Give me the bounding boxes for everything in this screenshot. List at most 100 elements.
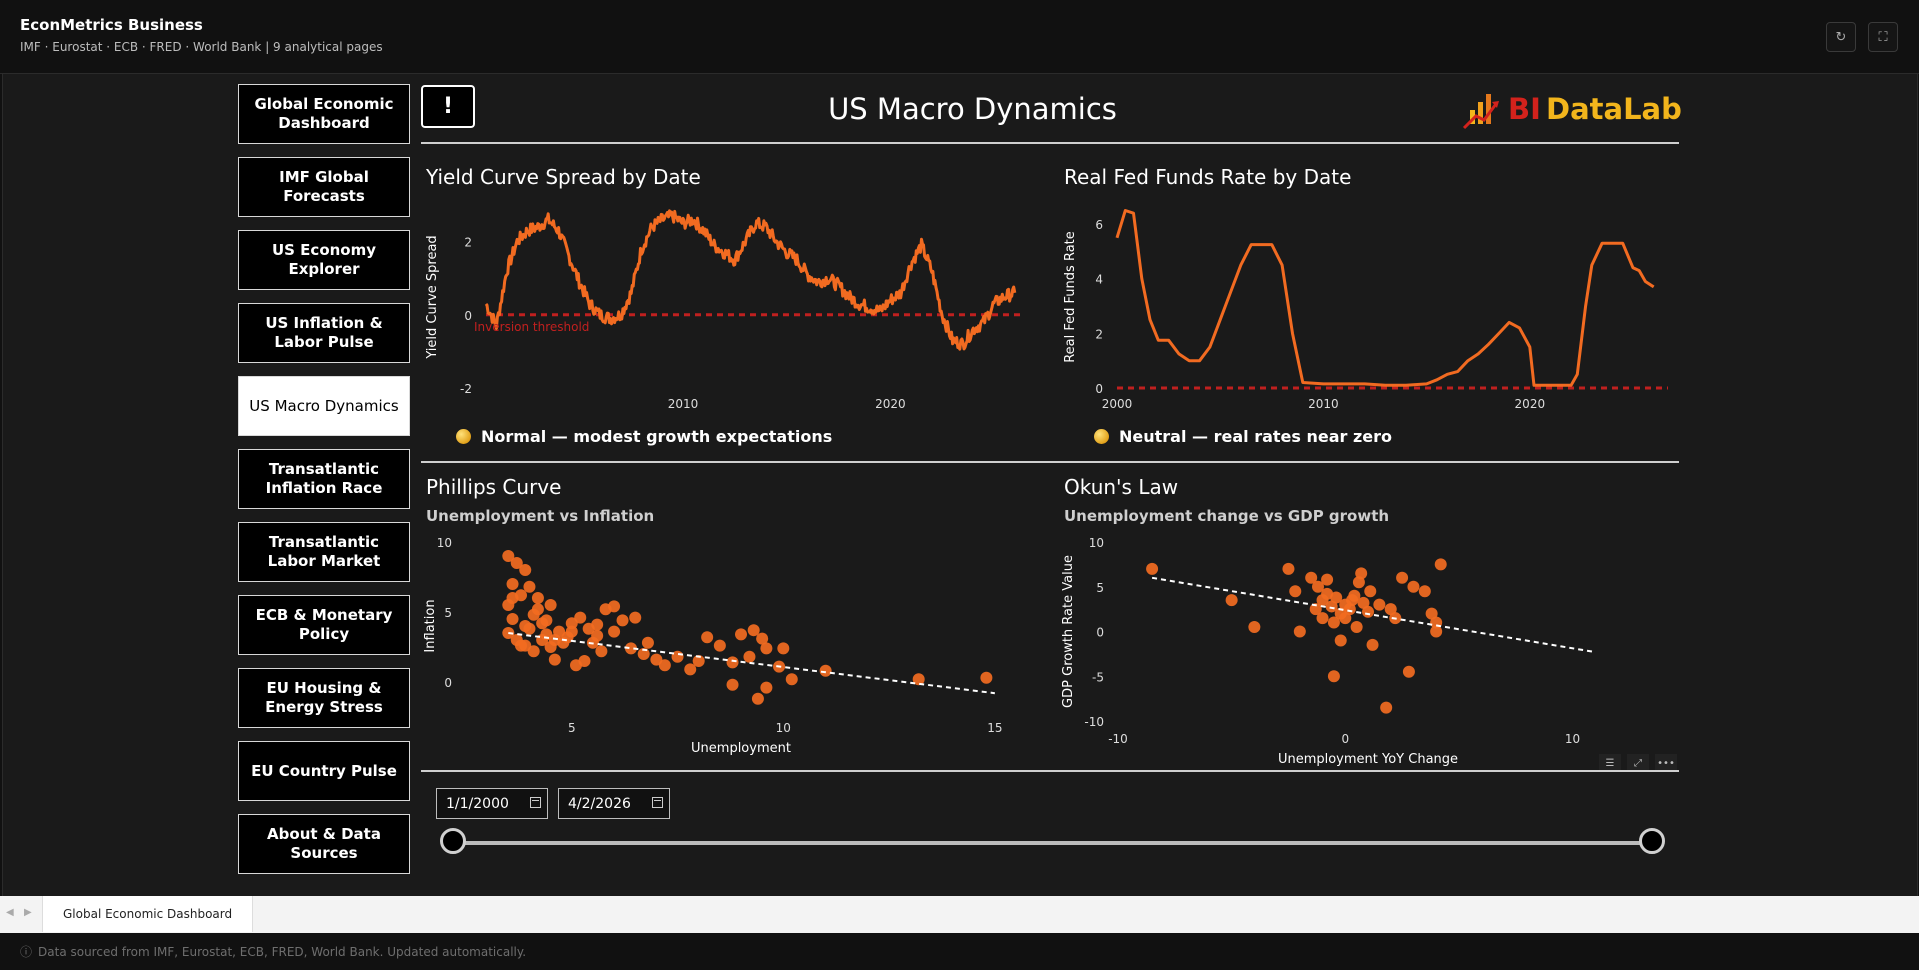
data-point bbox=[819, 664, 832, 677]
okuns-law-chart[interactable]: -10 -5 0 5 10 -10 0 10 GDP Growth Rate Value Unem… bbox=[1061, 530, 1664, 767]
data-point bbox=[1325, 600, 1338, 613]
y-tick-label: 6 bbox=[1095, 218, 1103, 232]
calendar-icon[interactable] bbox=[652, 797, 663, 808]
data-point bbox=[1364, 585, 1377, 598]
trend-line bbox=[508, 632, 995, 695]
y-tick-label: 0 bbox=[464, 309, 472, 323]
nav-transatlantic-labor-market[interactable]: Transatlantic Labor Market bbox=[238, 522, 410, 582]
app-subtitle: IMF · Eurostat · ECB · FRED · World Bank… bbox=[20, 40, 383, 54]
refresh-button[interactable]: ↻ bbox=[1826, 22, 1856, 52]
data-point bbox=[777, 642, 790, 655]
data-point bbox=[540, 628, 553, 641]
threshold-annotation: Inversion threshold bbox=[474, 320, 589, 334]
data-point bbox=[726, 656, 739, 669]
nav-imf-global-forecasts[interactable]: IMF Global Forecasts bbox=[238, 157, 410, 217]
data-point bbox=[565, 625, 578, 638]
page-tab-bar: ◀ ▶ Global Economic Dashboard bbox=[0, 896, 1919, 933]
data-point bbox=[912, 673, 925, 686]
tab-scroll-left-icon[interactable]: ◀ bbox=[6, 907, 14, 918]
nav-ecb-monetary-policy[interactable]: ECB & Monetary Policy bbox=[238, 595, 410, 655]
y-tick-label: -10 bbox=[1084, 715, 1104, 729]
data-point bbox=[1350, 621, 1363, 634]
fullscreen-icon: ⛶ bbox=[1878, 29, 1888, 45]
data-point bbox=[1248, 621, 1261, 634]
data-point bbox=[1355, 567, 1368, 580]
nav-about-data-sources[interactable]: About & Data Sources bbox=[238, 814, 410, 874]
nav-us-macro-dynamics[interactable]: US Macro Dynamics bbox=[238, 376, 410, 436]
slider-start-handle[interactable] bbox=[440, 828, 466, 854]
data-point bbox=[1327, 616, 1340, 629]
data-point bbox=[523, 622, 536, 635]
data-point bbox=[1407, 580, 1420, 593]
x-tick-label: 2020 bbox=[1515, 397, 1546, 411]
data-point bbox=[1330, 591, 1343, 604]
data-point bbox=[1434, 558, 1447, 571]
y-axis-label: Inflation bbox=[423, 599, 438, 652]
phillips-subtitle: Unemployment vs Inflation bbox=[426, 507, 655, 525]
data-point bbox=[506, 592, 519, 604]
nav-global-economic-dashboard[interactable]: Global Economic Dashboard bbox=[238, 84, 410, 144]
logo-text-datalab: DataLab bbox=[1546, 92, 1682, 126]
calendar-icon[interactable] bbox=[530, 797, 541, 808]
data-point bbox=[625, 642, 637, 655]
divider bbox=[421, 461, 1679, 463]
focus-mode-icon[interactable]: ⤢ bbox=[1627, 754, 1649, 772]
alert-button[interactable]: ! bbox=[421, 85, 475, 128]
footer-text: Data sourced from IMF, Eurostat, ECB, FR… bbox=[38, 944, 527, 959]
tab-scroll-right-icon[interactable]: ▶ bbox=[24, 907, 32, 918]
data-point bbox=[1366, 638, 1379, 651]
nav-us-economy-explorer[interactable]: US Economy Explorer bbox=[238, 230, 410, 290]
yield-curve-chart[interactable]: -2 0 2 2010 2020 Inversion threshold Yield Cur… bbox=[425, 205, 1026, 415]
y-tick-label: 5 bbox=[1096, 581, 1104, 595]
more-options-icon[interactable]: ••• bbox=[1655, 754, 1677, 772]
filter-icon[interactable]: ☰ bbox=[1599, 754, 1621, 772]
data-point bbox=[1312, 580, 1324, 593]
start-date-input[interactable]: 1/1/2000 bbox=[436, 788, 548, 819]
phillips-curve-chart[interactable]: 0 5 10 5 10 15 Inflation Unemployment bbox=[423, 530, 1026, 765]
y-tick-label: 10 bbox=[437, 536, 452, 550]
divider bbox=[421, 142, 1679, 144]
data-point bbox=[608, 625, 621, 638]
start-date-value: 1/1/2000 bbox=[446, 795, 509, 812]
data-point bbox=[548, 634, 561, 646]
data-point bbox=[735, 628, 747, 641]
data-point bbox=[1346, 594, 1359, 607]
logo-chart-icon bbox=[1462, 94, 1499, 130]
nav-us-inflation-labor-pulse[interactable]: US Inflation & Labor Pulse bbox=[238, 303, 410, 363]
fed-funds-chart[interactable]: 0 2 4 6 2000 2010 2020 Real Fed Funds Rate bbox=[1063, 205, 1674, 415]
date-range-slider-track[interactable] bbox=[453, 841, 1652, 845]
data-point bbox=[510, 557, 523, 569]
data-point bbox=[544, 599, 557, 611]
slider-end-handle[interactable] bbox=[1639, 828, 1665, 854]
x-tick-label: 2020 bbox=[875, 397, 906, 411]
y-tick-label: -5 bbox=[1092, 670, 1104, 684]
data-point bbox=[713, 639, 726, 652]
data-point bbox=[756, 632, 769, 645]
data-point bbox=[1362, 605, 1374, 618]
data-point bbox=[760, 681, 773, 694]
nav-eu-housing-energy-stress[interactable]: EU Housing & Energy Stress bbox=[238, 668, 410, 728]
y-tick-label: 0 bbox=[1096, 626, 1104, 640]
data-point bbox=[785, 673, 798, 686]
tab-global-economic-dashboard[interactable]: Global Economic Dashboard bbox=[42, 896, 254, 932]
nav-transatlantic-inflation-race[interactable]: Transatlantic Inflation Race bbox=[238, 449, 410, 509]
data-point bbox=[595, 645, 608, 658]
x-axis-label: Unemployment YoY Change bbox=[1278, 752, 1458, 767]
end-date-value: 4/2/2026 bbox=[568, 795, 631, 812]
fullscreen-button[interactable]: ⛶ bbox=[1868, 22, 1898, 52]
data-point bbox=[1402, 665, 1415, 678]
x-axis-label: Unemployment bbox=[691, 741, 791, 756]
x-tick-label: 2000 bbox=[1102, 397, 1133, 411]
data-point bbox=[641, 636, 654, 649]
data-point bbox=[1357, 596, 1370, 609]
logo-text-bi: BI bbox=[1508, 92, 1541, 126]
y-tick-label: 2 bbox=[1095, 327, 1103, 341]
end-date-input[interactable]: 4/2/2026 bbox=[558, 788, 670, 819]
nav-eu-country-pulse[interactable]: EU Country Pulse bbox=[238, 741, 410, 801]
y-tick-label: -2 bbox=[460, 382, 472, 396]
page-title: US Macro Dynamics bbox=[828, 92, 1117, 126]
app-title: EconMetrics Business bbox=[20, 16, 203, 34]
data-point bbox=[1380, 701, 1393, 714]
info-icon: ⓘ bbox=[20, 945, 33, 959]
data-point bbox=[506, 613, 519, 625]
